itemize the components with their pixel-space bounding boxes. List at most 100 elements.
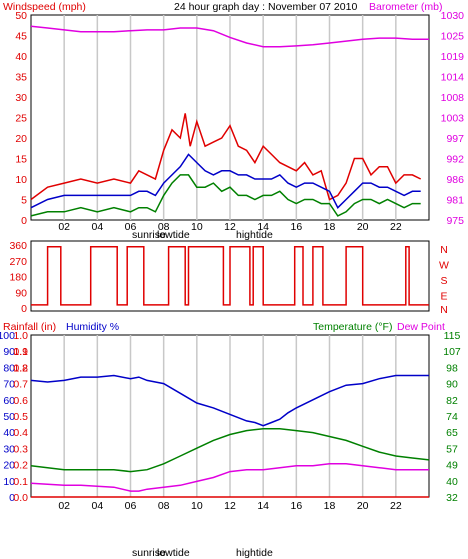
humidity-y-tick: 90: [3, 346, 15, 358]
direction-panel-frame: [30, 240, 430, 312]
x-tick: 04: [91, 500, 103, 512]
x-tick: 14: [257, 500, 269, 512]
rainfall-y-tick: 1.2: [13, 362, 28, 374]
wind-y-tick: 20: [15, 133, 27, 145]
direction-line: [31, 246, 429, 306]
rainfall-y-tick: 1.0: [13, 330, 28, 342]
x-tick: 22: [390, 221, 402, 233]
temperature-y-tick: 40: [446, 476, 458, 488]
compass-label: N: [440, 244, 448, 256]
direction-y-tick: 180: [9, 272, 27, 284]
humidity-y-tick: 80: [3, 362, 15, 374]
rainfall-y-tick: 0.5: [13, 411, 28, 423]
barometer-y-tick: 1003: [441, 113, 465, 125]
series-line-gust_low: [30, 174, 421, 217]
humidity-y-tick: 10: [3, 476, 15, 488]
rainfall-y-tick: 0.1: [13, 476, 28, 488]
humidity-y-tick: 50: [3, 411, 15, 423]
temperature-y-tick: 65: [446, 427, 458, 439]
x-tick: 22: [390, 500, 402, 512]
compass-label: W: [439, 260, 449, 272]
humidity-y-tick: 60: [3, 395, 15, 407]
rainfall-y-tick: 0.2: [13, 460, 28, 472]
direction-y-tick: 360: [9, 240, 27, 252]
x-tick: 10: [191, 500, 203, 512]
temperature-y-tick: 82: [446, 395, 458, 407]
series-line-avg_wind: [30, 153, 421, 209]
temperature-y-tick: 57: [446, 443, 458, 455]
temperature-y-tick: 90: [446, 379, 458, 391]
rainfall-y-tick: 0.9: [13, 346, 28, 358]
wind-axis-title: Windspeed (mph): [3, 1, 86, 13]
series-line-temp: [30, 427, 430, 473]
barometer-y-tick: 992: [446, 154, 464, 166]
humidity-y-tick: 40: [3, 427, 15, 439]
wind-y-tick: 0: [21, 215, 27, 227]
humidity-x-ticks: 02 04 06 08 10 12 14 16 18 20 22: [58, 500, 402, 512]
x-tick: 16: [290, 221, 302, 233]
wind-y-tick: 25: [15, 113, 27, 125]
wind-y-tick: 35: [15, 72, 27, 84]
x-tick: 10: [191, 221, 203, 233]
humidity-y-tick: 0: [9, 492, 15, 504]
humidity-y-tick: 100: [0, 330, 15, 342]
barometer-y-tick: 1014: [441, 72, 465, 84]
direction-series: [31, 246, 429, 306]
temperature-axis-title: Temperature (°F): [313, 321, 392, 333]
wind-y-tick: 40: [15, 51, 27, 63]
temperature-y-tick: 115: [444, 330, 461, 342]
x-tick: 16: [290, 500, 302, 512]
temperature-y-tick: 107: [443, 346, 461, 358]
temperature-y-ticks: 32 40 49 57 65 74 82 90 98 107 115: [443, 330, 461, 504]
wind-x-ticks: 02 04 06 08 10 12 14 16 18 20 22: [58, 221, 402, 233]
x-tick: 14: [257, 221, 269, 233]
direction-y-ticks: 0 90 180 270 360: [9, 240, 27, 315]
series-line-wind: [30, 113, 422, 201]
wind-panel-grid: [63, 15, 397, 220]
x-tick: 04: [91, 221, 103, 233]
barometer-y-tick: 997: [446, 133, 464, 145]
rainfall-y-tick: 0.4: [13, 427, 28, 439]
sunrise-marker-top: sunrise: [132, 229, 166, 241]
temperature-y-tick: 49: [446, 460, 458, 472]
temperature-y-tick: 32: [446, 492, 458, 504]
humidity-y-tick: 70: [3, 379, 15, 391]
humidity-panel-grid: [63, 335, 397, 497]
wind-y-tick: 5: [21, 195, 27, 207]
x-tick: 12: [224, 500, 236, 512]
rainfall-y-tick: 0.3: [13, 443, 28, 455]
temperature-y-tick: 74: [446, 411, 458, 423]
lowtide-marker-top: lowtide: [157, 229, 190, 241]
hightide-marker-bottom: hightide: [236, 547, 273, 559]
wind-y-ticks: 0 5 10 15 20 25 30 35 40 45 50: [15, 10, 27, 227]
dewpoint-axis-title: Dew Point: [397, 321, 445, 333]
x-tick: 08: [158, 221, 170, 233]
direction-y-tick: 90: [15, 287, 27, 299]
lowtide-marker-bottom: lowtide: [157, 547, 190, 559]
barometer-y-ticks: 975 981 986 992 997 1003 1008 1014 1019 1025 1030: [441, 10, 465, 227]
barometer-y-tick: 1030: [441, 10, 465, 22]
x-tick: 06: [125, 221, 137, 233]
x-tick: 08: [158, 500, 170, 512]
compass-label: E: [440, 291, 447, 303]
barometer-y-tick: 986: [446, 174, 464, 186]
wind-y-tick: 50: [15, 10, 27, 22]
wind-series: [30, 25, 429, 217]
x-tick: 18: [324, 500, 336, 512]
rainfall-y-tick: 0.6: [13, 395, 28, 407]
series-line-humidity: [30, 374, 429, 427]
series-line-baro: [30, 25, 429, 48]
barometer-y-tick: 1025: [441, 31, 465, 43]
sunrise-marker-bottom: sunrise: [132, 547, 166, 559]
rainfall-y-tick: 0.8: [13, 362, 28, 374]
x-tick: 12: [224, 221, 236, 233]
rainfall-y-tick: 0.7: [13, 379, 28, 391]
barometer-y-tick: 1008: [441, 92, 465, 104]
humidity-axis-title: Humidity %: [66, 321, 119, 333]
wind-y-tick: 30: [15, 92, 27, 104]
rainfall-y-tick: 1.1: [13, 346, 28, 358]
wind-y-tick: 15: [15, 154, 27, 166]
